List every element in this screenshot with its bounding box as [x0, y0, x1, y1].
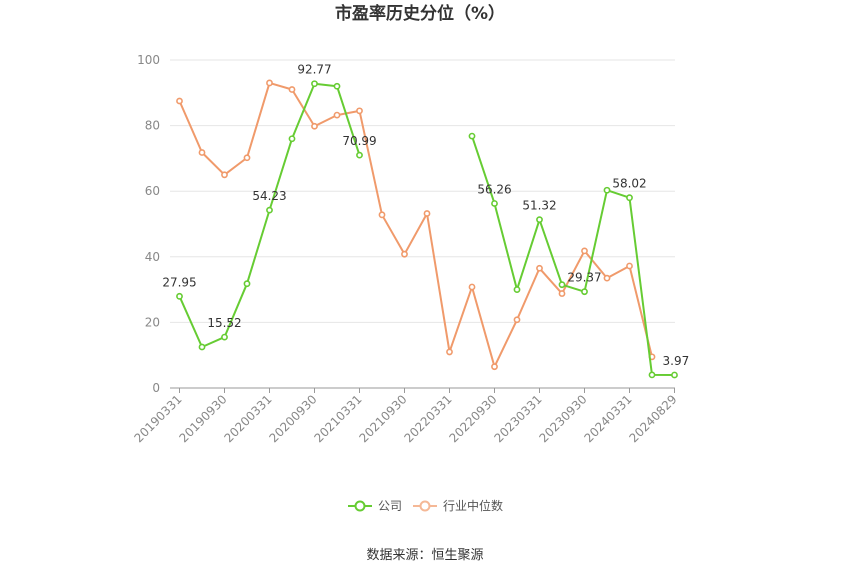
series-1-point-7 — [333, 111, 341, 119]
series-0-point-0 — [176, 292, 183, 300]
y-tick-label-60: 60 — [145, 184, 160, 198]
x-tick-label-20210930: 20210930 — [357, 392, 410, 445]
series-0-line — [178, 82, 361, 348]
series-0-point-2 — [221, 333, 228, 341]
series-0-point-22 — [671, 371, 678, 379]
series-1-point-6 — [311, 122, 318, 130]
chart-title: 市盈率历史分位（%） — [335, 3, 505, 24]
grid-lines — [170, 59, 675, 323]
series-1-point-2 — [221, 171, 228, 179]
series-0-line — [471, 135, 675, 376]
series-1-point-12 — [446, 348, 453, 356]
series-0-point-21 — [648, 371, 656, 379]
legend-company-marker — [354, 500, 366, 512]
series-1-point-10 — [401, 250, 408, 258]
series-1-point-15 — [513, 316, 521, 324]
legend-company-label: 公司 — [378, 499, 402, 513]
y-tick-label-100: 100 — [137, 53, 160, 67]
data-label-4: 54.23 — [252, 189, 286, 203]
x-tick-label-20190331: 20190331 — [132, 392, 185, 445]
series-0-point-17 — [558, 281, 566, 289]
y-axis: 0 20 40 60 80 100 — [137, 53, 160, 395]
series-0-point-4 — [266, 206, 273, 214]
x-tick-label-20200930: 20200930 — [267, 392, 320, 445]
legend[interactable]: 公司 行业中位数 — [348, 498, 503, 513]
series-1-point-4 — [266, 79, 273, 87]
data-label-18: 29.37 — [567, 271, 601, 285]
series-1-point-11 — [423, 210, 431, 217]
data-label-2: 15.52 — [207, 316, 241, 330]
legend-industry-label: 行业中位数 — [443, 498, 503, 513]
series-0-point-19 — [603, 186, 611, 194]
series-layer — [176, 79, 678, 379]
y-tick-label-40: 40 — [145, 250, 160, 264]
legend-item-company[interactable]: 公司 — [348, 499, 402, 513]
data-label-20: 58.02 — [612, 177, 646, 191]
series-0-point-13 — [468, 132, 476, 140]
series-0-point-3 — [243, 280, 251, 288]
series-0-point-16 — [536, 216, 543, 224]
series-1-point-20 — [626, 262, 633, 270]
series-1-point-19 — [603, 274, 611, 282]
series-0-point-6 — [311, 80, 318, 88]
x-tick-label-20200331: 20200331 — [222, 392, 275, 445]
data-label-6: 92.77 — [297, 63, 331, 77]
legend-item-industry[interactable]: 行业中位数 — [413, 498, 503, 513]
data-label-16: 51.32 — [522, 199, 556, 213]
series-1-point-16 — [536, 264, 543, 272]
series-0-point-7 — [333, 82, 341, 90]
series-0-point-14 — [491, 200, 498, 207]
x-tick-label-20240331: 20240331 — [582, 392, 635, 445]
series-1-point-18 — [581, 247, 588, 255]
series-1-point-5 — [288, 86, 296, 93]
data-label-14: 56.26 — [477, 182, 511, 196]
series-1-point-13 — [468, 283, 476, 291]
series-0-point-20 — [626, 194, 633, 202]
x-tick-label-20210331: 20210331 — [312, 392, 365, 445]
series-0-point-1 — [198, 343, 206, 351]
series-1 — [176, 79, 656, 371]
series-1-point-17 — [558, 290, 566, 297]
series-0-point-5 — [288, 135, 296, 143]
data-labels: 27.95 15.52 54.23 92.77 70.99 56.26 51.32 29.37… — [162, 63, 689, 368]
x-tick-label-20240829: 20240829 — [627, 392, 680, 445]
series-0 — [176, 80, 678, 379]
y-tick-label-80: 80 — [145, 119, 160, 133]
series-1-point-8 — [356, 107, 363, 115]
y-tick-label-0: 0 — [152, 381, 160, 395]
data-label-8: 70.99 — [342, 134, 376, 148]
series-0-point-15 — [513, 286, 521, 293]
source-text: 数据来源：恒生聚源 — [366, 548, 483, 563]
x-tick-label-20190930: 20190930 — [177, 392, 230, 445]
series-0-point-8 — [356, 151, 363, 159]
series-1-point-3 — [243, 154, 251, 162]
series-1-line — [178, 81, 653, 368]
x-tick-label-20230930: 20230930 — [537, 392, 590, 445]
series-1-point-1 — [198, 149, 206, 156]
legend-industry-marker — [419, 500, 431, 512]
data-label-22: 3.97 — [663, 354, 690, 368]
series-1-point-0 — [176, 97, 183, 105]
series-1-point-9 — [378, 211, 386, 219]
series-1-point-14 — [491, 363, 498, 371]
x-tick-label-20220930: 20220930 — [447, 392, 500, 445]
x-tick-label-20230331: 20230331 — [492, 392, 545, 445]
data-label-0: 27.95 — [162, 275, 196, 289]
series-0-point-18 — [581, 288, 588, 296]
y-tick-label-20: 20 — [145, 315, 160, 329]
x-axis: 2019033120190930202003312020093020210331… — [132, 387, 680, 445]
x-tick-label-20220331: 20220331 — [402, 392, 455, 445]
